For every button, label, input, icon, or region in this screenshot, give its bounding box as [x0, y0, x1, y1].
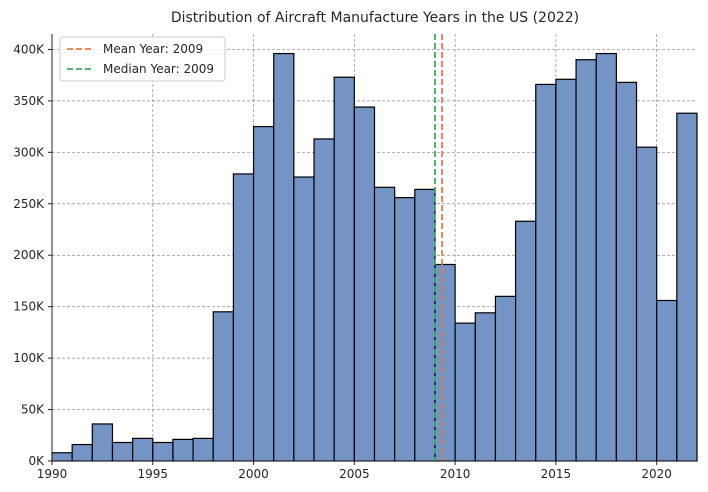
histogram-bar: [71, 443, 93, 462]
y-tick-label: 100K: [13, 351, 45, 365]
legend: Mean Year: 2009 Median Year: 2009: [59, 36, 226, 82]
histogram-bar: [313, 138, 335, 462]
histogram-bar: [555, 78, 577, 462]
x-tick-label: 2020: [641, 467, 672, 481]
histogram-bar: [192, 437, 214, 462]
histogram-bar: [514, 220, 537, 462]
y-tick-label: 150K: [13, 300, 45, 314]
histogram-bar: [535, 83, 557, 462]
histogram-bar: [51, 452, 73, 462]
x-tick-label: 2015: [541, 467, 572, 481]
histogram-bar: [394, 196, 416, 462]
y-tick-label: 300K: [13, 145, 45, 159]
histogram-bar: [293, 176, 315, 462]
histogram-bar: [91, 423, 114, 462]
histogram-bar: [172, 438, 194, 462]
axes: [51, 34, 697, 462]
histogram-bar: [152, 441, 174, 462]
x-axis-ticks: 1990 1995 2000 2005 2010 2015 2020: [37, 461, 672, 481]
y-tick-label: 50K: [21, 403, 45, 417]
reference-lines: [434, 34, 443, 461]
y-tick-label: 250K: [13, 197, 45, 211]
histogram-bar: [635, 146, 658, 462]
histogram-bar: [252, 126, 275, 462]
histogram-bar: [434, 263, 456, 462]
histogram-bar: [615, 81, 638, 462]
legend-label: Mean Year: 2009: [103, 42, 203, 56]
histogram-bar: [494, 295, 517, 462]
x-tick-label: 2000: [238, 467, 269, 481]
legend-label: Median Year: 2009: [103, 62, 214, 76]
histogram-bar: [474, 312, 497, 462]
x-tick-label: 2005: [339, 467, 370, 481]
histogram-bar: [676, 112, 698, 462]
histogram-bar: [414, 188, 436, 462]
y-tick-label: 0K: [28, 454, 45, 468]
histogram-bar: [575, 59, 597, 462]
histogram-bar: [454, 322, 476, 462]
histogram-bar: [212, 311, 235, 462]
y-tick-label: 350K: [13, 94, 45, 108]
histogram-bar: [373, 186, 396, 462]
chart-title: Distribution of Aircraft Manufacture Yea…: [171, 10, 579, 26]
bars: [51, 52, 698, 462]
legend-box: [59, 36, 226, 82]
y-axis-ticks: 0K 50K 100K 150K 200K 250K 300K 350K 400K: [13, 42, 52, 468]
histogram-bar: [353, 106, 376, 462]
x-tick-label: 1995: [138, 467, 169, 481]
x-tick-label: 1990: [37, 467, 68, 481]
y-tick-label: 400K: [13, 42, 45, 56]
histogram-bar: [595, 52, 617, 462]
histogram-bar: [232, 173, 255, 462]
y-tick-label: 200K: [13, 248, 45, 262]
histogram-bar: [273, 52, 295, 462]
x-tick-label: 2010: [440, 467, 471, 481]
histogram-bar: [333, 76, 355, 462]
histogram-bar: [656, 299, 678, 462]
histogram-bar: [132, 437, 154, 462]
histogram-bar: [111, 441, 134, 462]
